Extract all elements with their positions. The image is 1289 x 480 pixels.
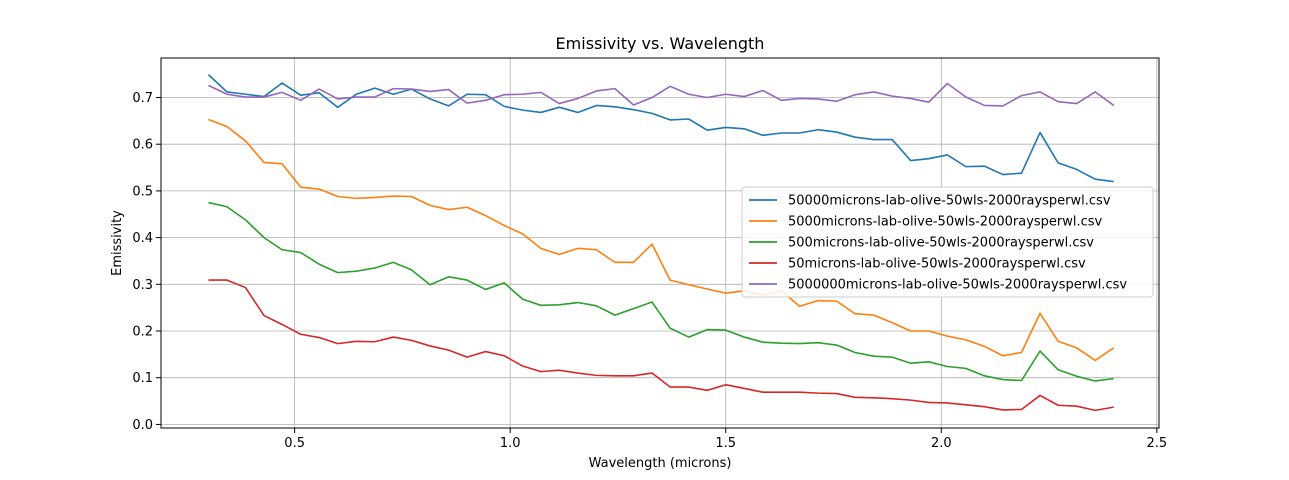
series-line-0 [207, 74, 1114, 183]
x-axis-label: Wavelength (microns) [589, 456, 732, 471]
x-tick-label: 1.5 [715, 436, 736, 451]
legend-label-4: 5000000microns-lab-olive-50wls-2000raysp… [788, 278, 1127, 293]
legend-label-2: 500microns-lab-olive-50wls-2000raysperwl… [788, 236, 1094, 251]
chart-title: Emissivity vs. Wavelength [556, 34, 765, 53]
y-axis-ticks: 0.0 0.1 0.2 0.3 0.4 0.5 0.6 0.7 [132, 91, 161, 433]
x-tick-label: 0.5 [284, 436, 305, 451]
legend-label-0: 50000microns-lab-olive-50wls-2000raysper… [788, 194, 1111, 209]
legend-label-3: 50microns-lab-olive-50wls-2000raysperwl.… [788, 257, 1086, 272]
legend-box [741, 186, 1154, 298]
series-line-2 [208, 201, 1114, 382]
plot-frame [160, 57, 1160, 429]
y-tick-label: 0.4 [132, 231, 153, 246]
y-tick-label: 0.1 [132, 371, 153, 386]
x-tick-label: 2.0 [931, 436, 952, 451]
y-tick-label: 0.3 [132, 278, 153, 293]
y-tick-label: 0.2 [132, 325, 153, 340]
y-tick-label: 0.7 [132, 91, 153, 106]
legend-label-1: 5000microns-lab-olive-50wls-2000raysperw… [788, 215, 1103, 230]
x-tick-label: 2.5 [1147, 436, 1168, 451]
y-axis-label: Emissivity [110, 210, 125, 276]
y-tick-label: 0.0 [132, 418, 153, 433]
x-tick-label: 1.0 [500, 436, 521, 451]
series-line-1 [208, 118, 1115, 362]
y-tick-label: 0.5 [132, 184, 153, 199]
legend: 50000microns-lab-olive-50wls-2000raysper… [741, 186, 1154, 298]
series-line-3 [208, 279, 1114, 412]
x-axis-ticks: 0.5 1.0 1.5 2.0 2.5 [284, 428, 1167, 451]
series-lines [207, 74, 1115, 412]
y-tick-label: 0.6 [132, 138, 153, 153]
series-line-4 [208, 82, 1115, 107]
